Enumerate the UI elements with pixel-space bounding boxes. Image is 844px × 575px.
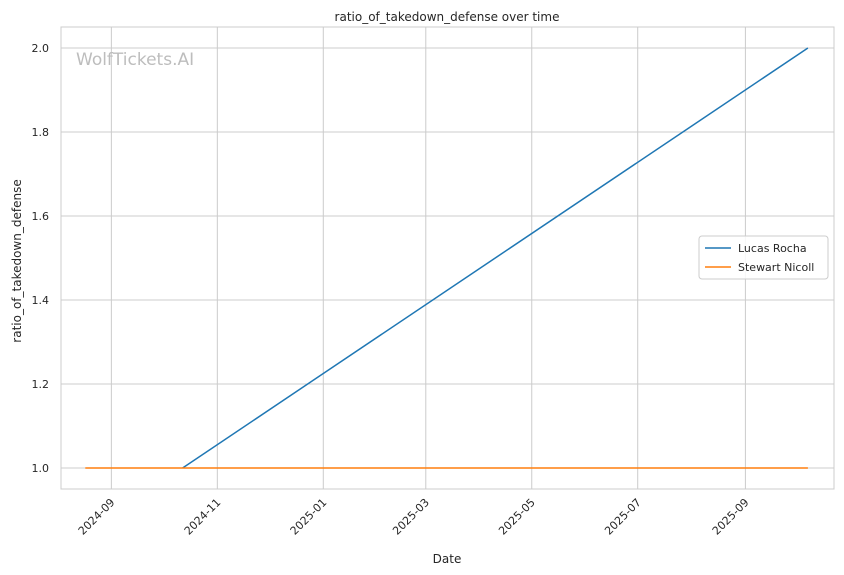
y-tick-label-4: 1.8 [32,126,50,139]
y-tick-label-1: 1.2 [32,378,50,391]
watermark-text: WolfTickets.AI [76,50,194,70]
legend-label-lucas-rocha: Lucas Rocha [738,242,807,255]
plot-frame [60,26,835,490]
chart-title: ratio_of_takedown_defense over time [335,10,560,24]
y-tick-labels: 1.0 1.2 1.4 1.6 1.8 2.0 [32,42,50,475]
y-tick-label-5: 2.0 [32,42,50,55]
x-axis-title: Date [433,552,462,566]
legend-label-stewart-nicoll: Stewart Nicoll [738,261,814,274]
y-tick-label-2: 1.4 [32,294,50,307]
legend: Lucas Rocha Stewart Nicoll [698,235,829,280]
y-tick-label-0: 1.0 [32,462,50,475]
series-line-lucas-rocha [182,47,809,469]
series-group [85,47,809,469]
y-axis-title: ratio_of_takedown_defense [10,179,24,342]
y-tick-label-3: 1.6 [32,210,50,223]
legend-box [698,235,829,280]
grid [61,27,834,489]
